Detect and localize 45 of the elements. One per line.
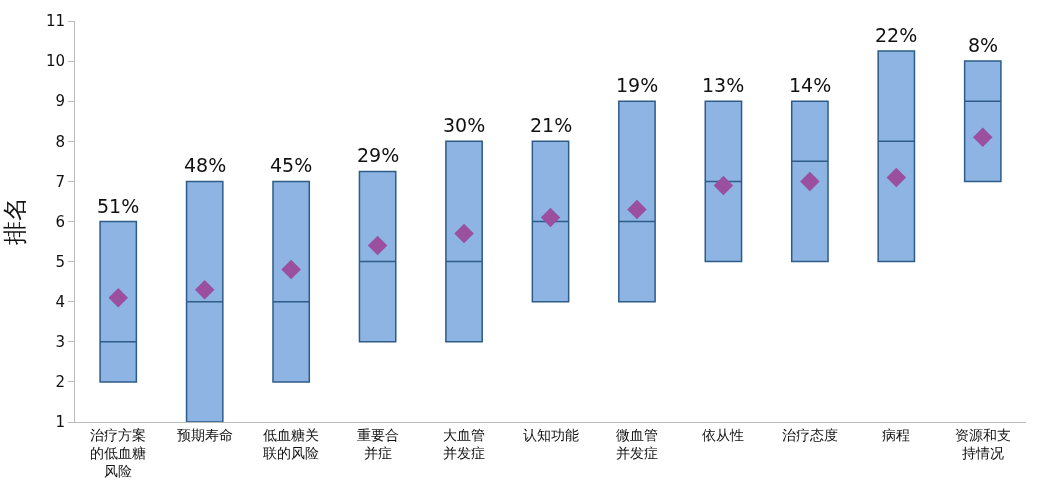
y-tick-label: 6 — [55, 212, 65, 231]
x-tick-label: 低血糖关联的风险 — [263, 426, 320, 461]
y-tick-label: 9 — [55, 92, 65, 111]
y-tick-label: 11 — [45, 12, 65, 31]
point — [281, 259, 301, 280]
annotation: 30% — [443, 114, 486, 136]
point — [713, 175, 734, 196]
point — [973, 127, 993, 148]
y-tick-label: 5 — [55, 252, 65, 271]
x-tick-label: 重要合并症 — [356, 426, 399, 461]
annotation: 51% — [97, 195, 140, 217]
x-tick-label: 病程 — [882, 426, 911, 443]
x-tick-label: 大血管并发症 — [443, 426, 486, 461]
point — [454, 223, 474, 244]
annotation: 8% — [968, 34, 999, 56]
y-tick-label: 8 — [55, 132, 65, 151]
annotation: 29% — [357, 144, 400, 166]
x-tick-label: 依从性 — [702, 426, 745, 443]
y-tick-label: 3 — [55, 333, 65, 352]
annotation: 13% — [702, 74, 745, 96]
y-tick-label: 7 — [55, 172, 65, 191]
y-tick-label: 2 — [55, 373, 65, 392]
x-tick-label: 预期寿命 — [176, 426, 233, 443]
x-tick-label: 治疗态度 — [781, 426, 838, 443]
annotation: 22% — [875, 24, 918, 46]
y-tick-label: 10 — [45, 52, 65, 71]
point — [194, 279, 215, 300]
annotation: 14% — [789, 74, 832, 96]
x-tick-label: 微血管并发症 — [615, 426, 658, 461]
annotation: 48% — [184, 154, 227, 176]
y-tick-label: 1 — [55, 413, 65, 432]
point — [540, 207, 561, 228]
point — [108, 287, 128, 308]
annotation: 19% — [616, 74, 659, 96]
point — [367, 235, 388, 256]
y-axis-title: 排名 — [1, 197, 30, 246]
x-tick-label: 治疗方案的低血糖风险 — [90, 426, 147, 480]
annotation: 45% — [270, 154, 313, 176]
y-tick-label: 4 — [55, 292, 65, 311]
x-tick-label: 资源和支持情况 — [954, 426, 1011, 461]
point — [800, 171, 820, 192]
annotation: 21% — [530, 114, 573, 136]
x-tick-label: 认知功能 — [522, 426, 579, 443]
point — [886, 167, 907, 188]
point — [627, 199, 647, 220]
